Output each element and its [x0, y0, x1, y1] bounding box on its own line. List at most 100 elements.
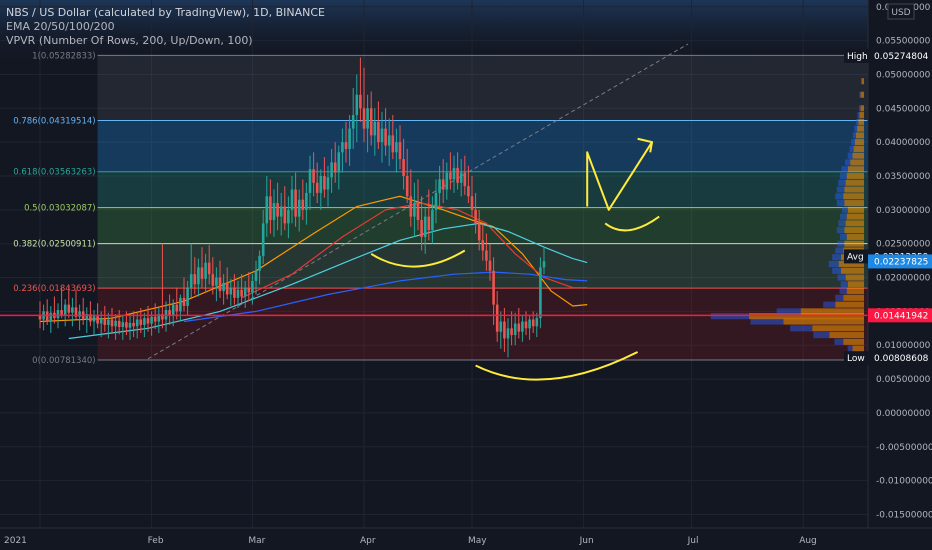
candle: [474, 192, 477, 234]
candle: [294, 172, 297, 227]
candle: [283, 186, 287, 231]
currency-badge-box: [887, 3, 915, 20]
volume-profile-bar-down: [828, 260, 839, 268]
volume-profile-bar-down: [844, 159, 851, 166]
volume-profile-bar-down: [776, 308, 801, 315]
volume-profile-bar-down: [836, 200, 845, 207]
price-tag: 0.01441942: [868, 308, 932, 323]
candle-body: [517, 323, 521, 332]
candle: [168, 294, 171, 325]
candle-body: [431, 209, 434, 231]
candle: [506, 318, 510, 358]
candle-body: [283, 206, 287, 224]
volume-profile-bar-down: [858, 105, 861, 112]
top-glow: [0, 0, 868, 66]
candle-body: [405, 176, 409, 197]
price-tag-value: 0.02237825: [874, 257, 928, 267]
volume-profile-bar-up: [859, 112, 864, 119]
candle: [445, 162, 449, 200]
candle-body: [495, 304, 499, 332]
vpvr-indicator-label[interactable]: VPVR (Number Of Rows, 200, Up/Down, 100): [6, 34, 253, 47]
time-axis: [0, 528, 932, 550]
candle: [308, 155, 312, 210]
candle: [110, 308, 114, 334]
annotation-left-shoulder-arc: [370, 249, 466, 268]
candle-body: [423, 216, 427, 237]
candle-body: [269, 196, 272, 220]
candle-body: [182, 297, 186, 306]
ema-indicator-label[interactable]: EMA 20/50/100/200: [6, 20, 115, 33]
candle-body: [189, 274, 193, 288]
candle: [193, 257, 197, 295]
candle: [146, 305, 150, 332]
candle-body: [449, 172, 452, 180]
volume-profile-bar-up: [845, 220, 864, 227]
candle-body: [467, 186, 470, 197]
candle: [470, 176, 474, 217]
candle-body: [222, 282, 225, 292]
volume-profile-bar-up: [857, 125, 864, 132]
candle: [384, 108, 387, 156]
annotation-breakout-arrow: [586, 141, 653, 211]
candle-body: [78, 311, 81, 317]
candle: [391, 115, 395, 160]
fib-zone: [97, 288, 869, 361]
candle-body: [377, 121, 380, 143]
candle: [377, 101, 380, 149]
candle: [114, 314, 117, 340]
candle-body: [251, 280, 254, 293]
candle: [197, 258, 200, 297]
volume-profile-bar-down: [839, 172, 847, 180]
candle: [121, 314, 125, 340]
volume-profile-bar-down: [750, 318, 784, 325]
volume-profile-bar-up: [860, 105, 864, 112]
y-tick-label: 0.04500000: [876, 104, 931, 114]
candle: [45, 299, 49, 325]
candle: [333, 142, 337, 183]
x-tick-label: May: [468, 536, 487, 546]
candle: [189, 243, 193, 298]
candle-body: [305, 192, 308, 210]
candle: [222, 274, 225, 305]
candle-body: [506, 328, 510, 339]
candle: [128, 315, 132, 340]
candle: [60, 287, 63, 319]
volume-profile-bar-down: [813, 332, 830, 339]
candle: [290, 176, 294, 224]
candle-body: [409, 196, 413, 217]
candle-body: [135, 319, 139, 327]
volume-profile-bar-down: [836, 186, 845, 193]
candle-body: [132, 322, 135, 327]
candle: [240, 274, 243, 304]
candle-body: [474, 209, 477, 224]
candle: [362, 67, 366, 143]
candle: [438, 165, 441, 210]
volume-profile-bar-up: [860, 91, 864, 98]
volume-profile-bar-down: [852, 132, 856, 139]
candle-body: [470, 196, 474, 210]
fib-level-label: 0.236(0.01843693): [13, 284, 95, 294]
price-tag-label: Avg: [847, 252, 864, 262]
candle: [78, 304, 81, 331]
candle-body: [387, 135, 391, 146]
price-tag: 0.00808608 Low: [844, 351, 932, 366]
candle-body: [395, 142, 398, 153]
price-axis: [868, 0, 932, 550]
candle-body: [49, 312, 53, 322]
candle: [272, 189, 276, 237]
candle: [337, 145, 341, 190]
price-tag-value: 0.05274804: [874, 52, 929, 62]
price-tag-label: High: [847, 52, 868, 62]
volume-profile-bar-down: [854, 125, 858, 132]
price-tag-value: 0.00808608: [874, 354, 929, 364]
candle: [254, 260, 258, 295]
candle: [229, 278, 233, 306]
candle-body: [247, 287, 251, 293]
candle: [402, 138, 405, 190]
candle-body: [362, 108, 366, 129]
candle-body: [197, 267, 200, 285]
price-tag-box: [868, 254, 932, 269]
candle-body: [359, 94, 362, 109]
